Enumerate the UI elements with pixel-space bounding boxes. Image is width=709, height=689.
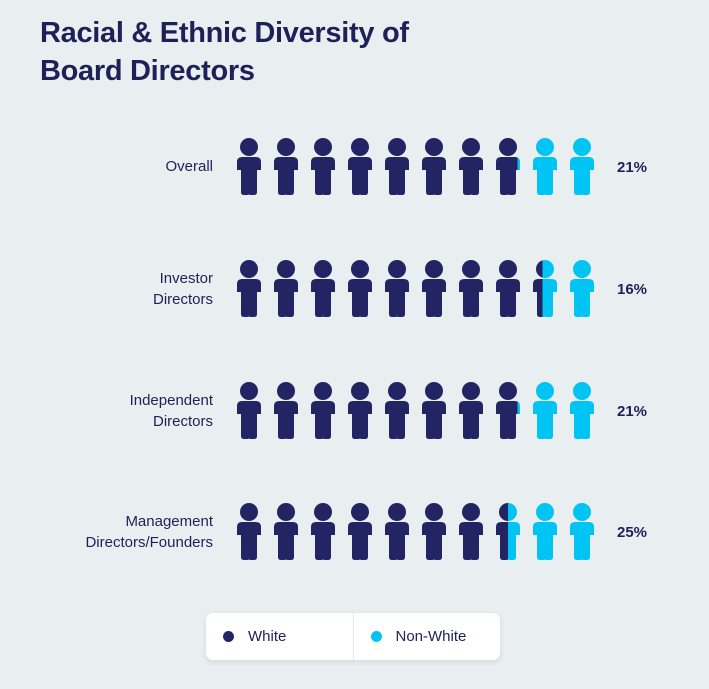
- person-icon: [274, 138, 298, 195]
- person-icon: [459, 138, 483, 195]
- chart-title: Racial & Ethnic Diversity of Board Direc…: [40, 14, 560, 90]
- person-icon: [311, 138, 335, 195]
- chart-legend: White Non-White: [206, 613, 500, 660]
- person-icon: [348, 503, 372, 560]
- category-label: Independent Directors: [130, 392, 214, 430]
- legend-item-white: White: [206, 613, 353, 660]
- chart-row: Investor Directors 16%: [153, 260, 647, 317]
- person-icon: [237, 260, 261, 317]
- person-icon: [274, 382, 298, 439]
- person-icon: [348, 382, 372, 439]
- person-icon: [348, 260, 372, 317]
- chart-title-line: Board Directors: [40, 55, 255, 87]
- circle-icon: [370, 631, 382, 642]
- person-icon: [237, 138, 261, 195]
- person-icon: [385, 138, 409, 195]
- person-icon: [533, 260, 557, 317]
- person-icon: [533, 138, 557, 195]
- person-icon: [496, 138, 520, 195]
- legend-label-non-white: Non-White: [395, 628, 467, 645]
- person-icon: [311, 260, 335, 317]
- category-label: Overall: [165, 158, 213, 175]
- chart-row: Independent Directors 21%: [130, 382, 647, 439]
- pictogram-chart: Overall 21% Investor Directors 16% Independen…: [85, 138, 647, 560]
- value-label: 16%: [617, 281, 647, 298]
- person-icon: [237, 382, 261, 439]
- person-icon: [422, 138, 446, 195]
- person-icon: [422, 382, 446, 439]
- person-icon: [570, 382, 594, 439]
- person-icon: [496, 260, 520, 317]
- person-icon: [496, 503, 520, 560]
- person-icon: [533, 382, 557, 439]
- person-icon: [311, 382, 335, 439]
- person-icon: [459, 503, 483, 560]
- person-icon: [311, 503, 335, 560]
- value-label: 21%: [617, 403, 647, 420]
- person-icon: [459, 382, 483, 439]
- chart-row: Overall 21%: [165, 138, 647, 195]
- chart-title-line: Racial & Ethnic Diversity of: [40, 17, 409, 49]
- chart-row: Management Directors/Founders 25%: [85, 503, 647, 560]
- person-icon: [274, 260, 298, 317]
- person-icon: [496, 382, 520, 439]
- person-icon: [570, 138, 594, 195]
- legend-item-non-white: Non-White: [352, 613, 501, 660]
- category-label: Investor Directors: [153, 270, 213, 308]
- person-icon: [533, 503, 557, 560]
- person-icon: [385, 503, 409, 560]
- person-icon: [422, 260, 446, 317]
- person-icon: [274, 503, 298, 560]
- person-icon: [237, 503, 261, 560]
- value-label: 25%: [617, 524, 647, 541]
- person-icon: [385, 260, 409, 317]
- person-icon: [348, 138, 372, 195]
- category-label: Management Directors/Founders: [85, 513, 213, 551]
- person-icon: [422, 503, 446, 560]
- person-icon: [385, 382, 409, 439]
- legend-label-white: White: [248, 628, 287, 645]
- person-icon: [459, 260, 483, 317]
- value-label: 21%: [617, 159, 647, 176]
- chart-rows: Overall 21% Investor Directors 16% Independen…: [85, 138, 647, 560]
- person-icon: [570, 260, 594, 317]
- person-icon: [570, 503, 594, 560]
- circle-icon: [223, 631, 234, 642]
